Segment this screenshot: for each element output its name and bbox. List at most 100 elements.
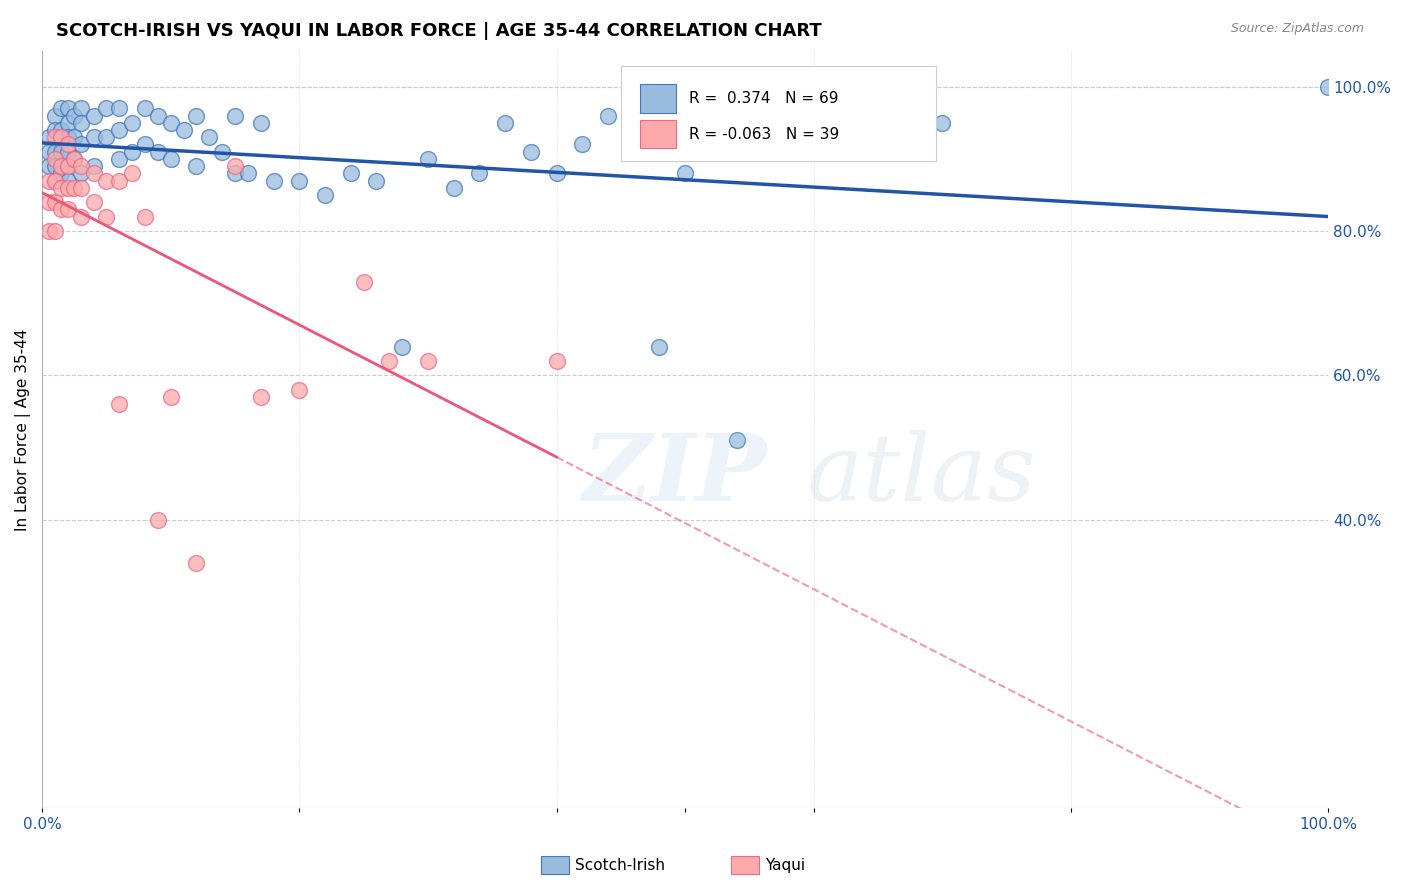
Point bbox=[56, 116, 79, 130]
Point bbox=[44, 195, 66, 210]
Point bbox=[288, 383, 311, 397]
Point bbox=[571, 137, 593, 152]
Point bbox=[51, 145, 73, 159]
FancyBboxPatch shape bbox=[640, 120, 676, 148]
Point bbox=[38, 173, 60, 187]
Point bbox=[146, 513, 169, 527]
Point bbox=[51, 202, 73, 217]
Point bbox=[186, 109, 208, 123]
Point bbox=[96, 210, 118, 224]
Point bbox=[51, 159, 73, 173]
Point bbox=[38, 130, 60, 145]
Point bbox=[353, 275, 375, 289]
Point bbox=[83, 130, 105, 145]
Point bbox=[198, 130, 221, 145]
Point bbox=[69, 181, 91, 195]
Point bbox=[249, 116, 271, 130]
Point bbox=[51, 123, 73, 137]
Point bbox=[416, 354, 439, 368]
Text: Source: ZipAtlas.com: Source: ZipAtlas.com bbox=[1230, 22, 1364, 36]
Point bbox=[44, 173, 66, 187]
Point bbox=[263, 173, 285, 187]
Point bbox=[596, 109, 619, 123]
Point bbox=[673, 166, 696, 180]
Point bbox=[38, 224, 60, 238]
Point bbox=[134, 210, 156, 224]
Point bbox=[63, 130, 86, 145]
Point bbox=[931, 116, 953, 130]
Point bbox=[44, 130, 66, 145]
Point bbox=[63, 152, 86, 166]
Point bbox=[51, 130, 73, 145]
Point bbox=[38, 145, 60, 159]
Point bbox=[51, 181, 73, 195]
Point bbox=[56, 173, 79, 187]
Point bbox=[56, 202, 79, 217]
Point bbox=[69, 159, 91, 173]
Point bbox=[173, 123, 195, 137]
Point bbox=[56, 102, 79, 116]
Point bbox=[249, 390, 271, 404]
Point bbox=[288, 173, 311, 187]
Point bbox=[121, 116, 143, 130]
Point bbox=[108, 397, 131, 411]
Point bbox=[648, 339, 671, 353]
Point bbox=[224, 159, 246, 173]
Point bbox=[44, 173, 66, 187]
Point bbox=[108, 102, 131, 116]
Text: atlas: atlas bbox=[807, 430, 1036, 520]
Point bbox=[416, 152, 439, 166]
Point bbox=[468, 166, 491, 180]
Point bbox=[494, 116, 516, 130]
Text: Scotch-Irish: Scotch-Irish bbox=[575, 858, 665, 872]
Point bbox=[725, 434, 748, 448]
Text: R = -0.063   N = 39: R = -0.063 N = 39 bbox=[689, 127, 839, 142]
Point bbox=[224, 109, 246, 123]
Point bbox=[146, 109, 169, 123]
Y-axis label: In Labor Force | Age 35-44: In Labor Force | Age 35-44 bbox=[15, 328, 31, 531]
Point bbox=[546, 354, 568, 368]
Point bbox=[108, 152, 131, 166]
Point bbox=[56, 137, 79, 152]
Point bbox=[51, 166, 73, 180]
Point bbox=[83, 109, 105, 123]
Point bbox=[520, 145, 543, 159]
Point bbox=[56, 181, 79, 195]
Point bbox=[236, 166, 259, 180]
Point bbox=[44, 152, 66, 166]
Text: R =  0.374   N = 69: R = 0.374 N = 69 bbox=[689, 91, 838, 106]
Point bbox=[108, 123, 131, 137]
Point bbox=[378, 354, 401, 368]
FancyBboxPatch shape bbox=[621, 66, 936, 161]
Point bbox=[186, 159, 208, 173]
Point bbox=[63, 109, 86, 123]
Point bbox=[211, 145, 233, 159]
Point bbox=[134, 102, 156, 116]
Point bbox=[146, 145, 169, 159]
FancyBboxPatch shape bbox=[640, 84, 676, 112]
Point bbox=[391, 339, 413, 353]
Point bbox=[56, 159, 79, 173]
Point bbox=[51, 102, 73, 116]
Point bbox=[96, 102, 118, 116]
Point bbox=[56, 159, 79, 173]
Point bbox=[83, 166, 105, 180]
Point bbox=[366, 173, 388, 187]
Point bbox=[134, 137, 156, 152]
Point bbox=[69, 210, 91, 224]
Text: SCOTCH-IRISH VS YAQUI IN LABOR FORCE | AGE 35-44 CORRELATION CHART: SCOTCH-IRISH VS YAQUI IN LABOR FORCE | A… bbox=[56, 22, 823, 40]
Point bbox=[63, 181, 86, 195]
Point bbox=[44, 224, 66, 238]
Point bbox=[69, 137, 91, 152]
Point bbox=[63, 152, 86, 166]
Point bbox=[108, 173, 131, 187]
Point bbox=[546, 166, 568, 180]
Point bbox=[314, 188, 336, 202]
Point bbox=[44, 159, 66, 173]
Point bbox=[1317, 79, 1340, 94]
Point bbox=[69, 116, 91, 130]
Point bbox=[159, 390, 181, 404]
Point bbox=[121, 166, 143, 180]
Text: Yaqui: Yaqui bbox=[765, 858, 806, 872]
Point bbox=[44, 145, 66, 159]
